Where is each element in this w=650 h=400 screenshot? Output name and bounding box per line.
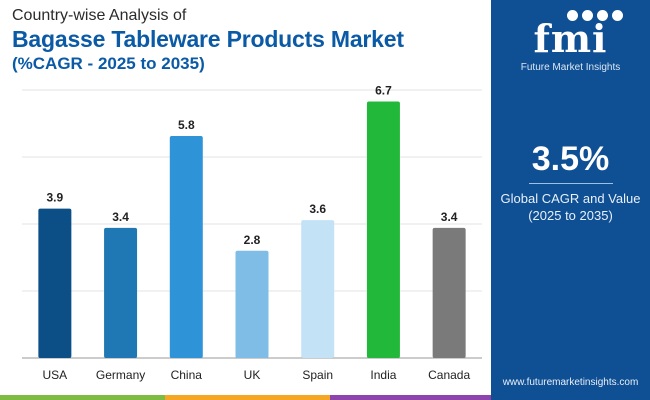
bar-spain[interactable] [301, 220, 335, 358]
global-cagr-value: 3.5% [531, 140, 610, 178]
data-label-china: 5.8 [178, 118, 195, 132]
data-label-spain: 3.6 [309, 202, 326, 216]
category-label-spain: Spain [302, 368, 333, 382]
strip-segment-purple [330, 395, 491, 400]
side-panel: fmi Future Market Insights 3.5% Global C… [491, 0, 650, 400]
data-label-india: 6.7 [375, 83, 392, 97]
cagr-label-line2: (2025 to 2035) [528, 208, 613, 223]
category-label-india: India [370, 368, 396, 382]
category-label-china: China [171, 368, 203, 382]
bar-uk[interactable] [235, 250, 269, 358]
bottom-color-strip [0, 395, 491, 400]
bar-usa[interactable] [38, 208, 72, 358]
data-label-germany: 3.4 [112, 210, 129, 224]
category-label-canada: Canada [428, 368, 470, 382]
chart-subtitle: Country-wise Analysis of [12, 7, 187, 24]
cagr-divider [529, 183, 613, 184]
strip-segment-orange [165, 395, 330, 400]
bar-chart: 3.9 USA 3.4 Germany 5.8 China 2.8 UK 3.6 Spain 6.7… [22, 83, 482, 382]
category-label-uk: UK [244, 368, 261, 382]
bar-canada[interactable] [432, 227, 466, 358]
strip-segment-green [0, 395, 165, 400]
global-cagr-label: Global CAGR and Value (2025 to 2035) [491, 190, 650, 224]
logo-text: fmi [533, 16, 608, 61]
chart-header: Country-wise Analysis of Bagasse Tablewa… [12, 6, 482, 75]
cagr-label-line1: Global CAGR and Value [500, 191, 641, 206]
website-url[interactable]: www.futuremarketinsights.com [502, 377, 639, 388]
category-label-usa: USA [43, 368, 68, 382]
bar-germany[interactable] [104, 227, 138, 358]
chart-title: Bagasse Tableware Products Market [12, 26, 404, 52]
bar-china[interactable] [169, 135, 203, 358]
data-label-canada: 3.4 [441, 210, 458, 224]
bar-india[interactable] [366, 101, 400, 358]
logo-icons [555, 8, 635, 22]
fmi-logo: fmi Future Market Insights [491, 6, 650, 73]
category-label-germany: Germany [96, 368, 145, 382]
logo-caption: Future Market Insights [520, 62, 621, 73]
chart-title-cagr: (%CAGR - 2025 to 2035) [12, 54, 205, 73]
data-label-uk: 2.8 [244, 233, 261, 247]
data-label-usa: 3.9 [47, 191, 64, 205]
